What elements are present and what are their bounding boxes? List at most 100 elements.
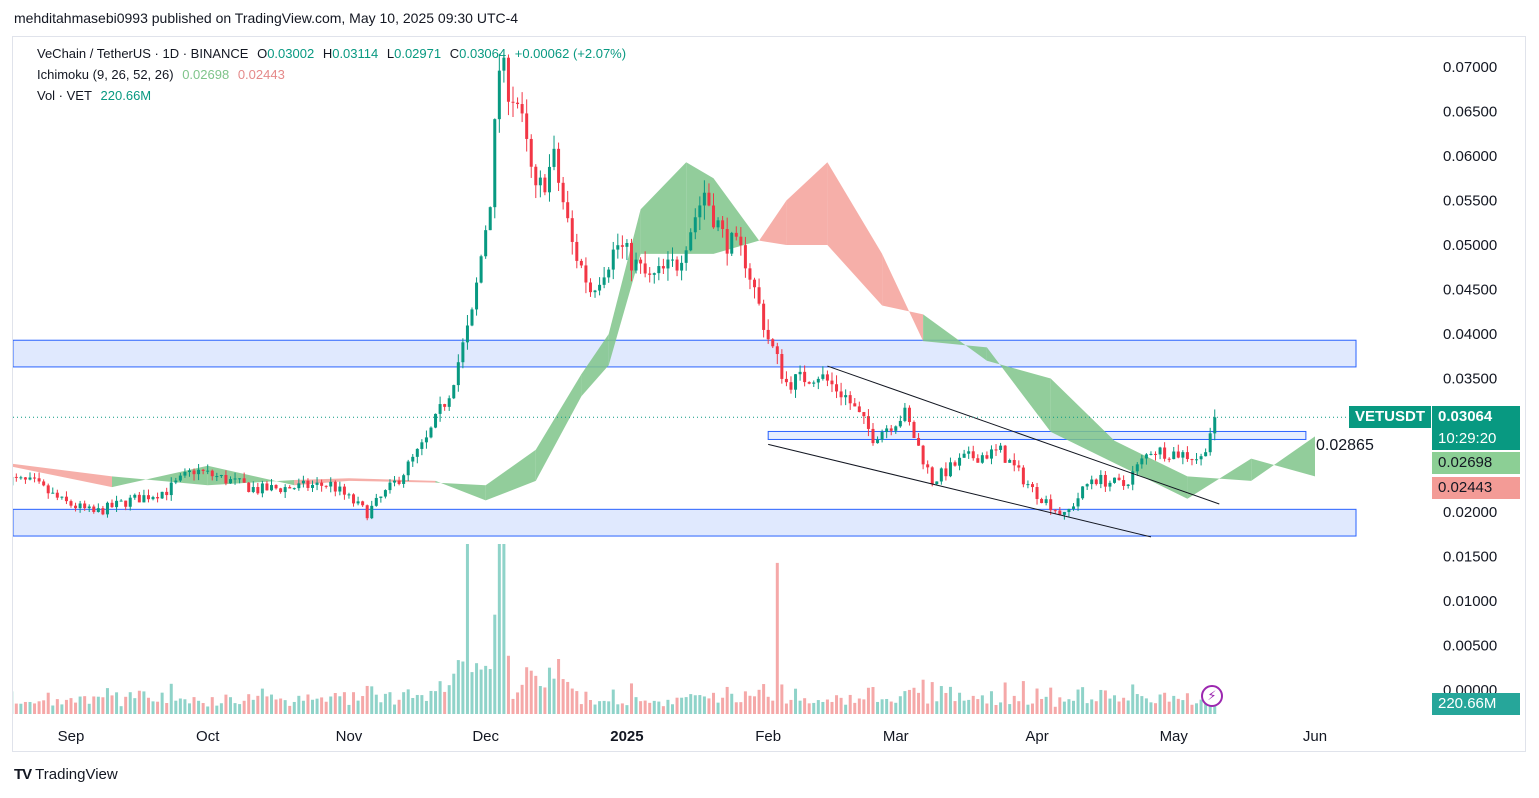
candle-body [338, 486, 342, 492]
cloud-segment [485, 449, 536, 501]
volume-bar [803, 698, 807, 714]
candle-body [857, 406, 861, 413]
volume-bar [889, 701, 893, 714]
bolt-icon[interactable]: ⚡ [1201, 685, 1223, 707]
volume-bar [156, 701, 160, 714]
price-tick-label: 0.01500 [1443, 549, 1497, 566]
time-tick-label: Mar [883, 728, 909, 745]
candle-body [930, 467, 934, 485]
candle-body [87, 506, 91, 509]
candle-body [1044, 499, 1048, 504]
volume-bar [739, 702, 743, 714]
volume-tag: 220.66M [1432, 693, 1520, 715]
volume-bar [165, 703, 169, 714]
volume-bar [661, 706, 665, 714]
candle-body [643, 263, 647, 274]
volume-bar [28, 701, 32, 714]
candle-body [1021, 467, 1025, 485]
volume-bar [538, 686, 542, 714]
volume-bar [707, 698, 711, 714]
open-label: O [257, 46, 268, 61]
volume-bar [584, 691, 588, 714]
volume-bar [525, 667, 529, 714]
candle-body [725, 229, 729, 254]
candle-body [1140, 458, 1144, 465]
candle-body [424, 437, 428, 443]
candle-body [948, 462, 952, 477]
candle-body [985, 455, 989, 459]
volume-bar [766, 696, 770, 714]
volume-bar [620, 703, 624, 714]
volume-bar [825, 699, 829, 714]
candle-body [634, 259, 638, 271]
volume-bar [1094, 701, 1098, 714]
candle-body [297, 483, 301, 489]
volume-bar [42, 700, 46, 714]
candle-body [124, 500, 128, 507]
volume-bar [288, 705, 292, 714]
cloud-segment [759, 200, 787, 245]
volume-bar [1058, 697, 1062, 714]
candle-body [953, 462, 957, 466]
volume-bar [506, 655, 510, 714]
volume-bar [1190, 704, 1194, 714]
candle-body [411, 456, 415, 462]
publisher-line: mehditahmasebi0993 published on TradingV… [14, 10, 519, 26]
volume-bar [1185, 693, 1189, 714]
candle-body [1204, 452, 1208, 457]
volume-bar [1012, 695, 1016, 714]
volume-bar [338, 696, 342, 714]
legend-volume-row[interactable]: Vol · VET 220.66M [37, 88, 156, 103]
candle-body [96, 508, 100, 512]
volume-bar [329, 696, 333, 714]
price-tick-label: 0.05000 [1443, 237, 1497, 254]
candle-body [534, 166, 538, 186]
candle-body [807, 382, 811, 384]
channel-trendline [827, 365, 1220, 505]
volume-bar [844, 704, 848, 714]
candle-body [201, 469, 205, 471]
candle-body [926, 464, 930, 468]
volume-bar [557, 658, 561, 714]
legend-ichimoku-row[interactable]: Ichimoku (9, 26, 52, 26) 0.02698 0.02443 [37, 67, 290, 82]
candle-body [311, 484, 315, 488]
brand-name: TradingView [35, 766, 118, 783]
volume-bar [365, 685, 369, 714]
volume-bar [807, 703, 811, 714]
candle-body [210, 470, 214, 477]
volume-bar [516, 692, 520, 714]
cloud-segment [435, 480, 486, 501]
candle-body [994, 449, 998, 451]
high-label: H [322, 46, 333, 61]
candle-body [730, 232, 734, 254]
price-tick-label: 0.02000 [1443, 504, 1497, 521]
volume-bar [680, 697, 684, 714]
candle-body [1062, 512, 1066, 515]
candle-body [306, 480, 310, 488]
volume-bar [465, 544, 469, 714]
symbol-title[interactable]: VeChain / TetherUS · 1D · BINANCE [37, 46, 249, 61]
candle-body [561, 182, 565, 203]
volume-bar [625, 705, 629, 714]
volume-bar [712, 692, 716, 714]
volume-bar [101, 697, 105, 714]
volume-bar [1117, 701, 1121, 714]
volume-bar [930, 682, 934, 714]
candle-body [898, 420, 902, 427]
candle-body [1030, 484, 1034, 488]
volume-bar [917, 692, 921, 714]
candle-body [333, 481, 337, 492]
candle-body [342, 486, 346, 495]
candle-body [484, 230, 488, 257]
candle-body [429, 427, 433, 438]
close-label: C [449, 46, 460, 61]
candle-body [880, 432, 884, 440]
volume-bar [985, 703, 989, 714]
zone-2 [13, 508, 1357, 537]
candle-body [516, 102, 520, 105]
candle-body [402, 475, 406, 484]
price-chart[interactable]: 0.07000 0.06500 0.06000 0.05500 0.05000 0.045… [13, 37, 1525, 751]
volume-bar [23, 701, 27, 714]
brand-footer[interactable]: TV TradingView [14, 766, 118, 783]
volume-bar [511, 698, 515, 714]
